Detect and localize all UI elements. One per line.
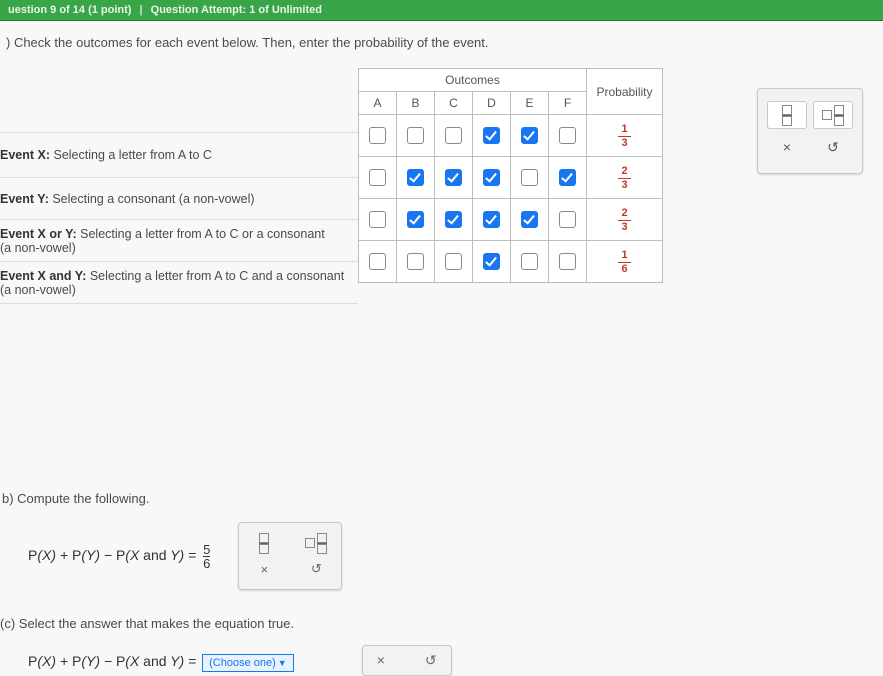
fraction-tool-button[interactable] (247, 531, 281, 555)
outcome-checkbox[interactable] (521, 211, 538, 228)
probability-cell[interactable]: 23 (587, 157, 663, 199)
table-row: 16 (359, 241, 663, 283)
part-a-instruction: ) Check the outcomes for each event belo… (6, 35, 883, 50)
separator: | (140, 4, 143, 16)
event-label: Event X: Selecting a letter from A to C (0, 132, 358, 178)
top-bar: uestion 9 of 14 (1 point) | Question Att… (0, 0, 883, 21)
outcome-checkbox[interactable] (369, 211, 386, 228)
reset-button[interactable]: ↺ (299, 557, 333, 581)
probability-header: Probability (587, 69, 663, 115)
fraction-tool-button[interactable] (767, 101, 807, 129)
outcome-checkbox[interactable] (521, 127, 538, 144)
table-row: 23 (359, 157, 663, 199)
outcome-checkbox[interactable] (407, 169, 424, 186)
outcome-checkbox[interactable] (483, 253, 500, 270)
outcome-checkbox[interactable] (445, 127, 462, 144)
probability-cell[interactable]: 23 (587, 199, 663, 241)
part-c-equation: P(X) + P(Y) − P(X and Y) = (Choose one)▼ (28, 653, 294, 669)
outcome-checkbox[interactable] (407, 127, 424, 144)
outcomes-table: Outcomes Probability A B C D E F 1323231… (358, 68, 663, 283)
reset-button[interactable]: ↺ (813, 133, 853, 161)
mixed-fraction-tool-button[interactable] (299, 531, 333, 555)
outcome-checkbox[interactable] (445, 169, 462, 186)
outcome-checkbox[interactable] (521, 169, 538, 186)
part-c-toolbox: × ↺ (362, 645, 452, 676)
outcome-checkbox[interactable] (369, 127, 386, 144)
question-attempt: Question Attempt: 1 of Unlimited (151, 4, 322, 16)
col-B: B (397, 92, 435, 115)
outcome-checkbox[interactable] (483, 211, 500, 228)
toolbox: × ↺ (757, 88, 863, 174)
event-label: Event X or Y: Selecting a letter from A … (0, 220, 358, 262)
reset-button[interactable]: ↺ (425, 652, 437, 669)
clear-button[interactable]: × (767, 133, 807, 161)
mixed-fraction-tool-button[interactable] (813, 101, 853, 129)
clear-button[interactable]: × (247, 557, 281, 581)
outcome-checkbox[interactable] (369, 169, 386, 186)
col-E: E (511, 92, 549, 115)
outcome-checkbox[interactable] (445, 253, 462, 270)
outcome-checkbox[interactable] (369, 253, 386, 270)
event-label: Event Y: Selecting a consonant (a non-vo… (0, 178, 358, 220)
outcome-checkbox[interactable] (559, 169, 576, 186)
outcome-checkbox[interactable] (483, 127, 500, 144)
probability-cell[interactable]: 13 (587, 115, 663, 157)
col-D: D (473, 92, 511, 115)
outcome-checkbox[interactable] (559, 127, 576, 144)
outcome-checkbox[interactable] (521, 253, 538, 270)
outcome-checkbox[interactable] (445, 211, 462, 228)
table-row: 23 (359, 199, 663, 241)
part-b-label: b) Compute the following. (2, 491, 883, 506)
outcome-checkbox[interactable] (483, 169, 500, 186)
part-b-toolbox: × ↺ (238, 522, 342, 590)
outcome-checkbox[interactable] (559, 253, 576, 270)
clear-button[interactable]: × (377, 652, 385, 669)
col-A: A (359, 92, 397, 115)
col-F: F (549, 92, 587, 115)
event-label: Event X and Y: Selecting a letter from A… (0, 262, 358, 304)
part-b-equation: P(X) + P(Y) − P(X and Y) = 56 (28, 543, 210, 570)
outcome-checkbox[interactable] (559, 211, 576, 228)
question-position: uestion 9 of 14 (1 point) (8, 4, 131, 16)
outcomes-header: Outcomes (359, 69, 587, 92)
choose-one-dropdown[interactable]: (Choose one)▼ (202, 654, 294, 672)
outcome-checkbox[interactable] (407, 253, 424, 270)
part-c-label: (c) Select the answer that makes the equ… (0, 616, 883, 631)
table-row: 13 (359, 115, 663, 157)
outcome-checkbox[interactable] (407, 211, 424, 228)
col-C: C (435, 92, 473, 115)
probability-cell[interactable]: 16 (587, 241, 663, 283)
